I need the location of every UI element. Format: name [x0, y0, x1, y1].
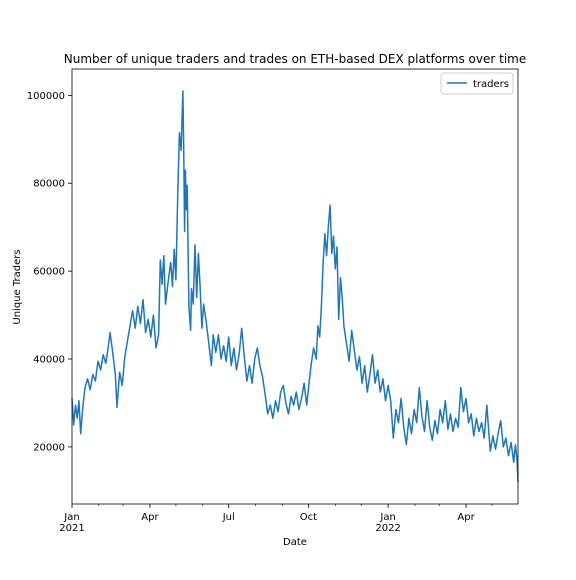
legend-label: traders [473, 79, 509, 90]
x-tick-sublabel: 2021 [59, 523, 84, 534]
axes-background [72, 69, 518, 504]
y-tick-label: 80000 [33, 179, 65, 190]
x-tick-label: Apr [141, 512, 159, 523]
y-tick-label: 40000 [33, 355, 65, 366]
legend: traders [440, 72, 514, 95]
y-tick-label: 60000 [33, 267, 65, 278]
plot-area [71, 68, 519, 505]
x-axis-label: Date [283, 537, 307, 548]
series-layer [71, 90, 519, 483]
series-line-traders [71, 90, 519, 483]
chart-title: Number of unique traders and trades on E… [64, 52, 526, 66]
y-axis-label: Unique Traders [12, 249, 23, 324]
axes-frame [71, 68, 519, 505]
x-tick-label: Apr [457, 512, 475, 523]
x-tick-label: Jan [379, 512, 395, 523]
x-tick-label: Jul [222, 512, 235, 523]
y-tick-label: 20000 [33, 442, 65, 453]
x-tick-label: Jan [63, 512, 79, 523]
legend-frame [440, 72, 514, 95]
x-tick-sublabel: 2022 [375, 523, 400, 534]
x-tick-label: Oct [300, 512, 317, 523]
y-axis: 20000 40000 60000 80000 100000 [27, 91, 72, 453]
y-tick-label: 100000 [27, 91, 65, 102]
